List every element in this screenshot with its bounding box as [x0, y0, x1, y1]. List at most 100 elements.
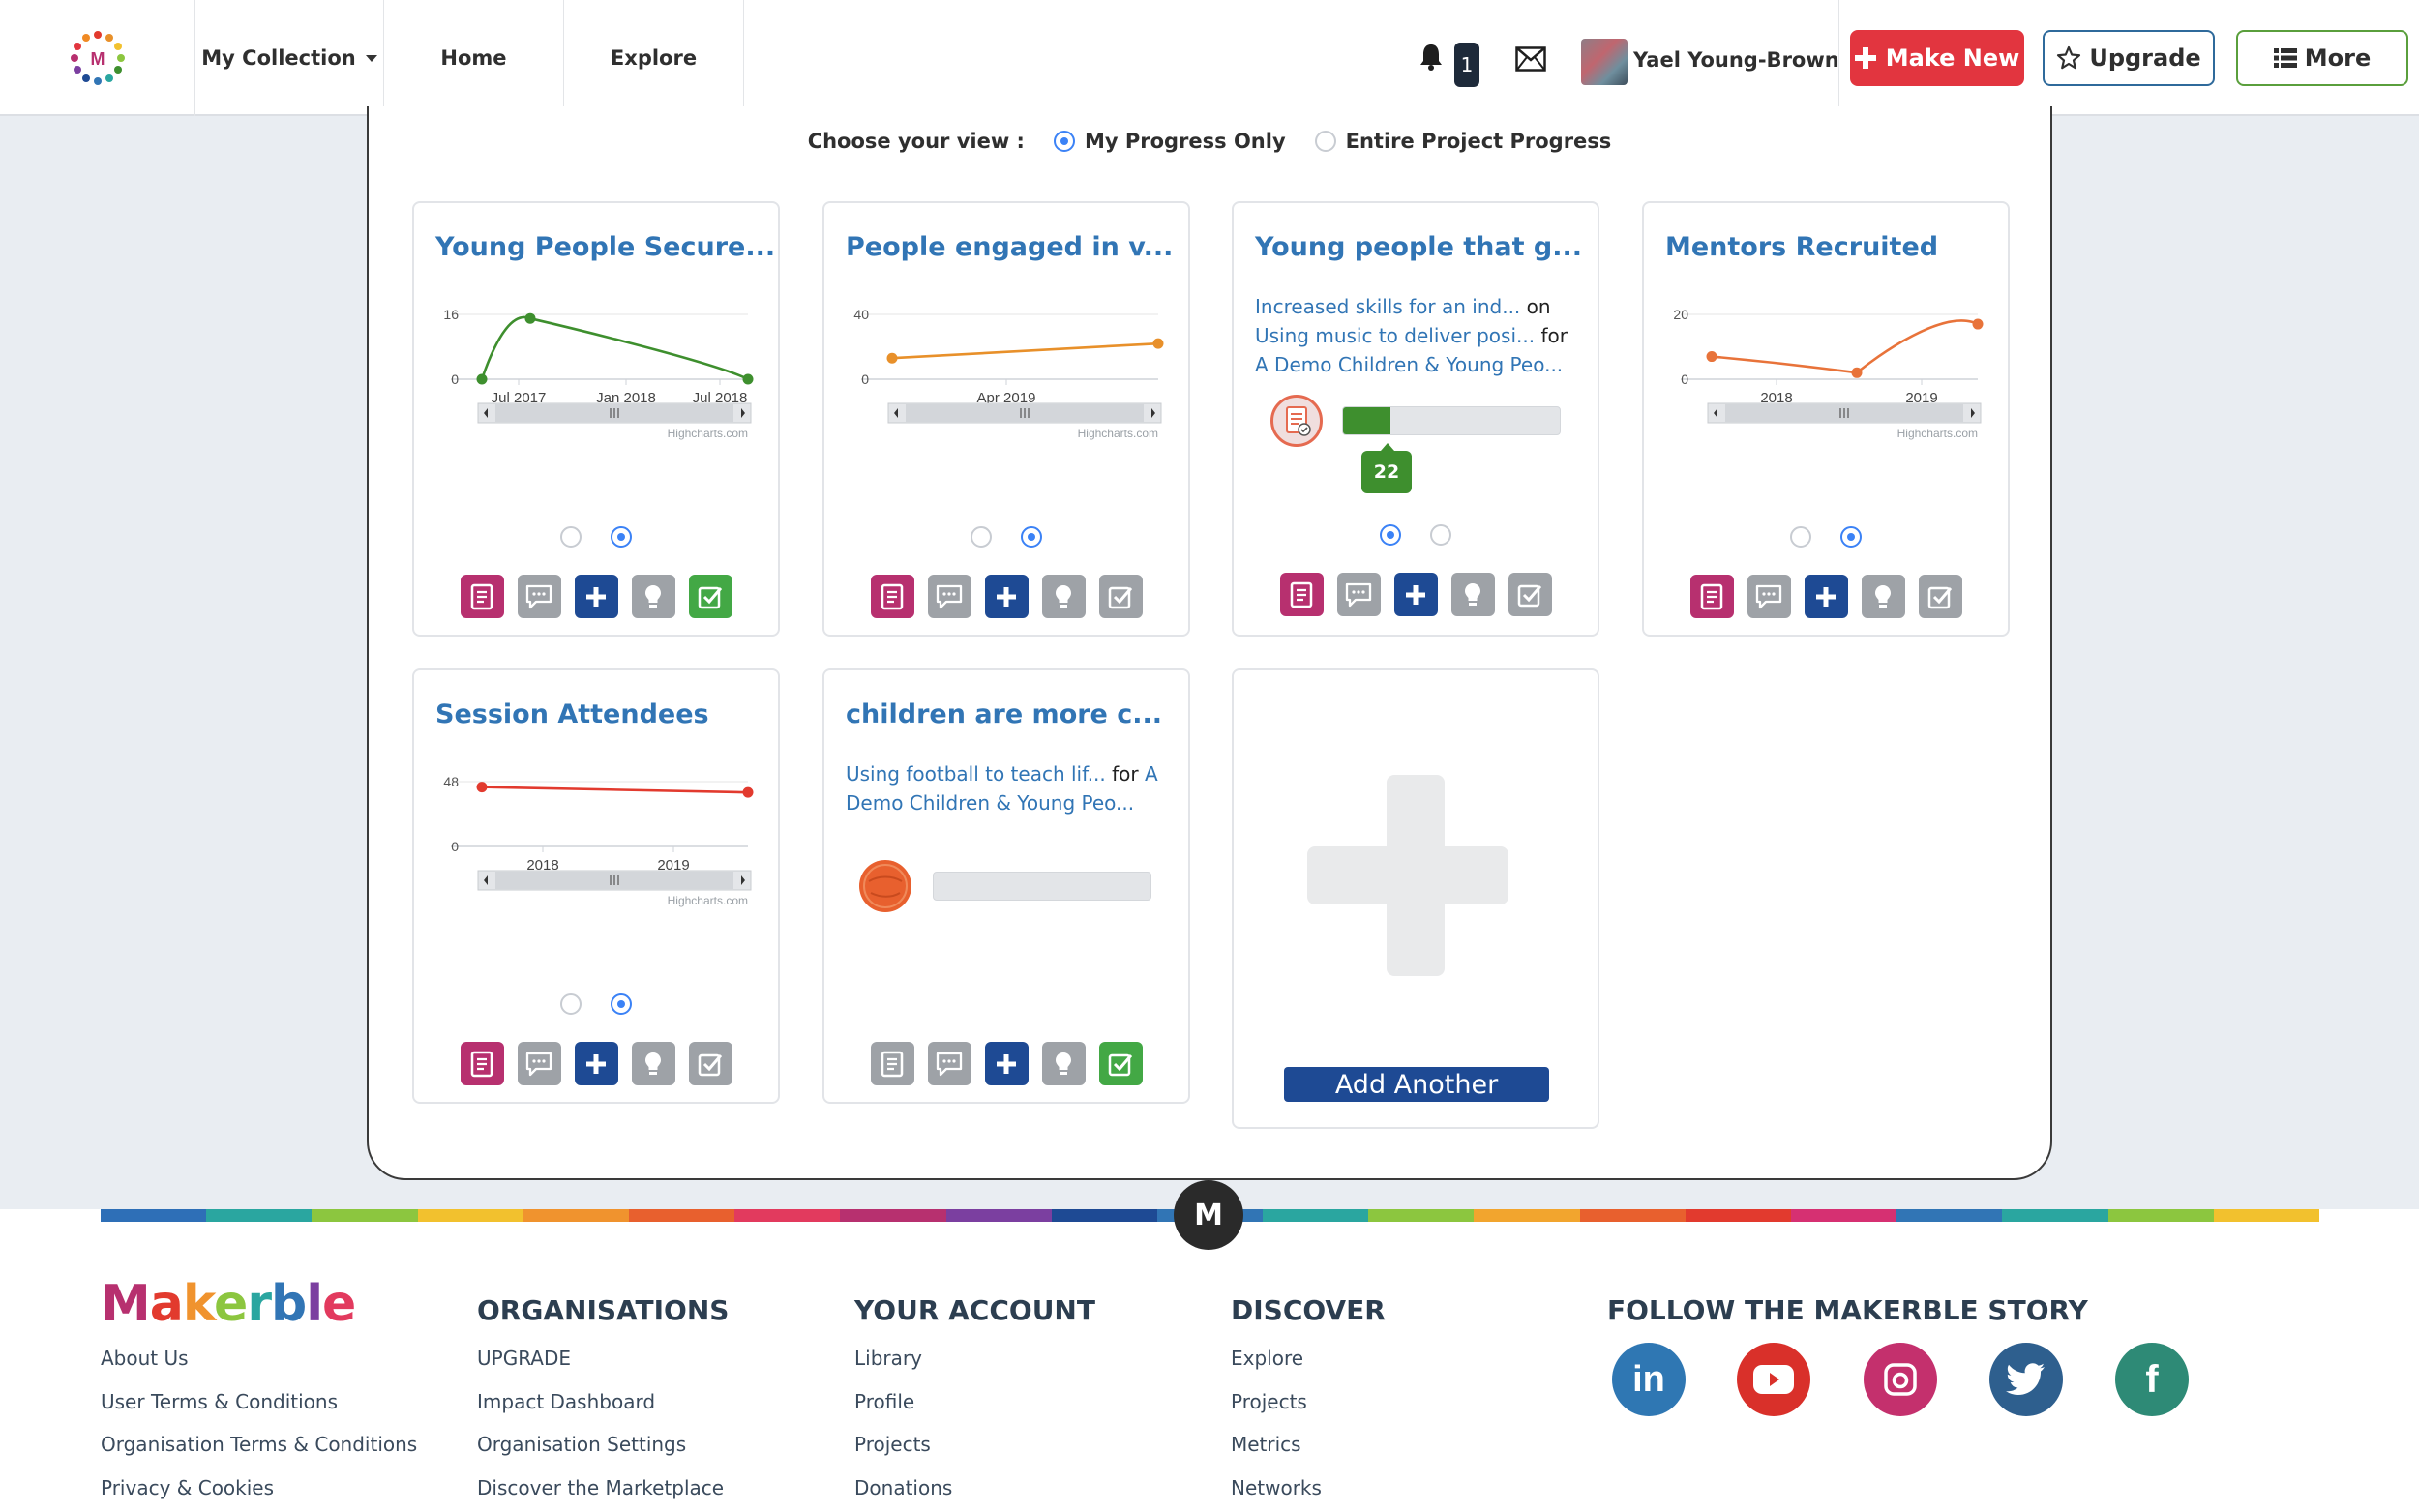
verify-button[interactable] [1918, 575, 1962, 618]
comment-button[interactable] [927, 575, 971, 618]
footer-link[interactable]: User Terms & Conditions [101, 1389, 339, 1413]
idea-button[interactable] [1041, 575, 1086, 618]
footer-link[interactable]: About Us [101, 1347, 189, 1370]
large-plus-icon-bar[interactable] [1307, 846, 1508, 904]
add-update-button[interactable] [574, 575, 618, 618]
footer-link[interactable]: Discover the Marketplace [477, 1475, 725, 1499]
comment-button[interactable] [517, 1042, 561, 1085]
card-title[interactable]: children are more c... [846, 699, 1163, 729]
mail-icon[interactable] [1515, 46, 1546, 72]
nav-explore[interactable]: Explore [564, 0, 744, 116]
metric-card[interactable]: People engaged in v... 40 0 Apr 2019 Highch… [822, 201, 1190, 637]
activity-link[interactable]: Using music to deliver posi... [1255, 324, 1536, 347]
youtube-icon[interactable] [1737, 1343, 1810, 1416]
page-dot-1[interactable] [1380, 524, 1401, 546]
radio-entire-project[interactable] [1314, 131, 1336, 152]
footer-link[interactable]: Library [854, 1347, 922, 1370]
metric-card[interactable]: Young People Secure... 16 0 Jul 2017 Jan 20… [412, 201, 780, 637]
page-dot-1[interactable] [971, 526, 992, 548]
radio-my-progress-label[interactable]: My Progress Only [1084, 130, 1286, 153]
notes-button[interactable] [460, 1042, 504, 1085]
notes-button[interactable] [1689, 575, 1734, 618]
page-dot-2[interactable] [1840, 526, 1862, 548]
card-title[interactable]: Young people that g... [1255, 232, 1583, 262]
idea-button[interactable] [1450, 573, 1495, 616]
comment-button[interactable] [517, 575, 561, 618]
linkedin-icon[interactable]: in [1612, 1343, 1686, 1416]
metric-link[interactable]: Increased skills for an ind... [1255, 295, 1521, 318]
add-update-button[interactable] [984, 1042, 1029, 1085]
page-dot-2[interactable] [1021, 526, 1042, 548]
footer-link[interactable]: Metrics [1231, 1433, 1301, 1456]
page-dot-1[interactable] [560, 993, 582, 1015]
page-dot-2[interactable] [1430, 524, 1451, 546]
user-name[interactable]: Yael Young-Brown [1633, 48, 1839, 72]
upgrade-button[interactable]: Upgrade [2043, 30, 2215, 86]
makerble-logo-icon[interactable]: M [69, 29, 127, 87]
metric-card[interactable]: Mentors Recruited 20 0 2018 2019 Highcharts.… [1642, 201, 2010, 637]
twitter-icon[interactable] [1989, 1343, 2063, 1416]
idea-button[interactable] [631, 575, 675, 618]
user-avatar[interactable] [1581, 39, 1628, 85]
card-title[interactable]: People engaged in v... [846, 232, 1174, 262]
notes-button[interactable] [870, 575, 914, 618]
activity-link[interactable]: Using football to teach lif... [846, 762, 1106, 786]
footer-link[interactable]: Profile [854, 1389, 915, 1413]
footer-link[interactable]: Privacy & Cookies [101, 1475, 275, 1499]
add-update-button[interactable] [574, 1042, 618, 1085]
radio-entire-project-label[interactable]: Entire Project Progress [1345, 130, 1612, 153]
make-new-button[interactable]: Make New [1850, 30, 2024, 86]
page-dot-1[interactable] [560, 526, 582, 548]
nav-my-collection[interactable]: My Collection [195, 0, 384, 116]
footer-link[interactable]: UPGRADE [477, 1347, 572, 1370]
bell-icon[interactable] [1419, 43, 1444, 72]
page-dot-2[interactable] [611, 526, 632, 548]
notification-count-badge[interactable]: 1 [1454, 43, 1479, 87]
add-update-button[interactable] [1804, 575, 1848, 618]
card-title[interactable]: Session Attendees [435, 699, 709, 729]
footer-link[interactable]: Projects [1231, 1389, 1307, 1413]
metric-card[interactable]: Young people that g... Increased skills … [1232, 201, 1599, 637]
logo-area[interactable]: M [0, 0, 195, 116]
footer-link[interactable]: Organisation Terms & Conditions [101, 1433, 418, 1456]
project-link[interactable]: A Demo Children & Young Peo... [846, 762, 1158, 815]
notes-button[interactable] [460, 575, 504, 618]
instagram-icon[interactable] [1864, 1343, 1937, 1416]
footer-link[interactable]: Impact Dashboard [477, 1389, 656, 1413]
footer-link[interactable]: Donations [854, 1475, 953, 1499]
add-update-button[interactable] [984, 575, 1029, 618]
more-button[interactable]: More [2236, 30, 2408, 86]
metric-card[interactable]: children are more c... Using football to… [822, 668, 1190, 1104]
page-dot-1[interactable] [1790, 526, 1811, 548]
makerble-m-badge[interactable]: M [1174, 1180, 1243, 1250]
notes-button[interactable] [1279, 573, 1324, 616]
idea-button[interactable] [1861, 575, 1905, 618]
idea-button[interactable] [631, 1042, 675, 1085]
comment-button[interactable] [1336, 573, 1381, 616]
verify-button[interactable] [688, 1042, 732, 1085]
idea-button[interactable] [1041, 1042, 1086, 1085]
add-another-button[interactable]: Add Another [1284, 1067, 1549, 1102]
verify-button[interactable] [688, 575, 732, 618]
footer-link[interactable]: Explore [1231, 1347, 1304, 1370]
add-update-button[interactable] [1393, 573, 1438, 616]
radio-my-progress[interactable] [1053, 131, 1075, 152]
metric-card[interactable]: Session Attendees 48 0 2018 2019 Highcharts.… [412, 668, 780, 1104]
card-title[interactable]: Young People Secure... [435, 232, 776, 262]
facebook-icon[interactable]: f [2115, 1343, 2189, 1416]
project-link[interactable]: A Demo Children & Young Peo... [1255, 353, 1564, 376]
page-dot-2[interactable] [611, 993, 632, 1015]
comment-button[interactable] [1747, 575, 1791, 618]
footer-link[interactable]: Projects [854, 1433, 931, 1456]
verify-button[interactable] [1098, 1042, 1143, 1085]
nav-home[interactable]: Home [384, 0, 564, 116]
footer-link[interactable]: Organisation Settings [477, 1433, 687, 1456]
notes-button[interactable] [870, 1042, 914, 1085]
card-title[interactable]: Mentors Recruited [1665, 232, 1939, 262]
add-another-card[interactable]: Add Another [1232, 668, 1599, 1129]
footer-brand-logo[interactable]: Makerble [101, 1275, 356, 1333]
comment-button[interactable] [927, 1042, 971, 1085]
verify-button[interactable] [1508, 573, 1552, 616]
footer-link[interactable]: Networks [1231, 1475, 1322, 1499]
verify-button[interactable] [1098, 575, 1143, 618]
